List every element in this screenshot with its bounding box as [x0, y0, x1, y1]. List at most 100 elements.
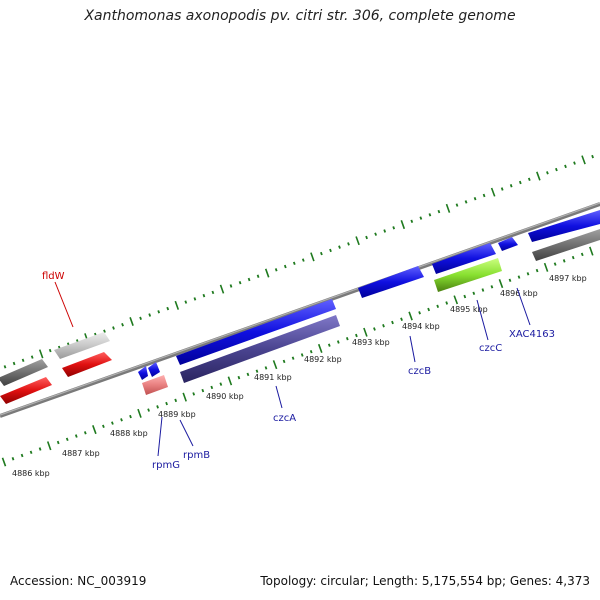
- gene-label-XAC4163[interactable]: XAC4163: [509, 329, 555, 340]
- gene-feature-czcA-upper[interactable]: [176, 299, 336, 365]
- minor-tick: [473, 196, 477, 201]
- minor-tick: [427, 307, 431, 312]
- major-tick: [272, 360, 278, 370]
- minor-tick: [283, 264, 287, 269]
- minor-tick: [508, 278, 512, 283]
- minor-tick: [211, 290, 215, 295]
- major-tick: [92, 425, 97, 435]
- minor-tick: [256, 274, 260, 278]
- scale-labels: 4886 kbp 4887 kbp 4888 kbp 4889 kbp 4890…: [12, 274, 587, 478]
- minor-tick: [121, 322, 124, 327]
- scale-label: 4891 kbp: [254, 373, 292, 382]
- minor-tick: [418, 311, 421, 315]
- minor-tick: [591, 154, 594, 159]
- gene-feature-XAC4163[interactable]: [528, 210, 600, 242]
- scale-label: 4886 kbp: [12, 469, 50, 478]
- gene-feature-rpmB[interactable]: [148, 362, 160, 377]
- minor-tick: [580, 252, 584, 257]
- lower-tick-ruler: [1, 246, 594, 467]
- minor-tick: [329, 248, 332, 253]
- major-tick: [46, 441, 52, 451]
- minor-tick: [355, 333, 358, 338]
- minor-tick: [436, 304, 440, 309]
- minor-tick: [102, 424, 105, 429]
- genome-title: Xanthomonas axonopodis pv. citri str. 30…: [84, 8, 516, 24]
- minor-tick: [282, 359, 286, 364]
- gene-feature-blue-4895[interactable]: [432, 243, 496, 274]
- minor-tick: [553, 262, 557, 266]
- minor-tick: [111, 421, 114, 425]
- gene-features: [0, 210, 600, 404]
- minor-tick: [65, 437, 69, 442]
- minor-tick: [526, 272, 530, 276]
- minor-tick: [391, 320, 394, 325]
- czcA-leader: [275, 385, 283, 409]
- minor-tick: [320, 251, 323, 256]
- scale-label: 4888 kbp: [110, 429, 148, 438]
- scale-label: 4889 kbp: [158, 410, 196, 419]
- minor-tick: [156, 405, 159, 409]
- minor-tick: [518, 180, 522, 185]
- minor-tick: [291, 356, 295, 360]
- gene-feature-czcA[interactable]: [180, 315, 340, 383]
- minor-tick: [166, 306, 170, 311]
- scale-label: 4893 kbp: [352, 338, 390, 347]
- minor-tick: [20, 453, 24, 458]
- minor-tick: [410, 219, 414, 224]
- minor-tick: [374, 232, 378, 236]
- minor-tick: [392, 226, 396, 230]
- minor-tick: [255, 369, 259, 373]
- major-tick: [227, 376, 233, 386]
- major-tick: [490, 187, 496, 197]
- major-tick: [174, 300, 180, 310]
- gene-feature-pink[interactable]: [142, 375, 168, 395]
- major-tick: [219, 284, 225, 294]
- minor-tick: [437, 209, 441, 214]
- czcC-leader: [476, 299, 489, 341]
- major-tick: [363, 327, 368, 337]
- gene-feature-czcC[interactable]: [434, 258, 502, 292]
- minor-tick: [327, 343, 331, 347]
- minor-tick: [11, 457, 15, 461]
- minor-tick: [472, 291, 476, 296]
- minor-tick: [517, 275, 521, 279]
- gene-label-rpmG[interactable]: rpmG: [152, 460, 180, 471]
- minor-tick: [56, 440, 60, 445]
- minor-tick: [481, 288, 485, 292]
- minor-tick: [571, 255, 575, 260]
- major-tick: [400, 220, 406, 230]
- gene-feature-rpmG[interactable]: [138, 366, 148, 380]
- minor-tick: [3, 365, 7, 369]
- gene-label-czcB[interactable]: czcB: [408, 366, 431, 377]
- gene-feature-gray-upper[interactable]: [0, 359, 48, 386]
- minor-tick: [464, 200, 468, 204]
- minor-tick: [219, 382, 223, 386]
- gene-label-rpmB[interactable]: rpmB: [183, 450, 210, 461]
- minor-tick: [201, 388, 205, 393]
- gene-feature-blue-small[interactable]: [498, 237, 518, 251]
- gene-label-czcC[interactable]: czcC: [479, 343, 502, 354]
- major-tick: [408, 311, 413, 321]
- major-tick: [498, 279, 504, 289]
- scale-label: 4895 kbp: [450, 305, 488, 314]
- minor-tick: [482, 193, 486, 198]
- major-tick: [1, 457, 7, 467]
- gene-label-fldW[interactable]: fldW: [42, 271, 65, 282]
- gene-feature-lightgray[interactable]: [54, 332, 110, 359]
- gene-label-czcA[interactable]: czcA: [273, 413, 296, 424]
- accession-text: Accession: NC_003919: [10, 574, 147, 588]
- minor-tick: [347, 242, 350, 246]
- gene-feature-fldW[interactable]: [62, 352, 112, 377]
- minor-tick: [12, 361, 16, 366]
- scale-label: 4892 kbp: [304, 355, 342, 364]
- gene-feature-red-upper[interactable]: [0, 377, 52, 404]
- czcB-leader: [409, 335, 416, 363]
- minor-tick: [120, 418, 123, 422]
- minor-tick: [382, 324, 385, 328]
- minor-tick: [535, 268, 539, 273]
- XAC4163-leader: [516, 287, 531, 326]
- minor-tick: [419, 216, 423, 220]
- gene-feature-gray-right[interactable]: [532, 229, 600, 261]
- gene-feature-czcB[interactable]: [358, 266, 424, 298]
